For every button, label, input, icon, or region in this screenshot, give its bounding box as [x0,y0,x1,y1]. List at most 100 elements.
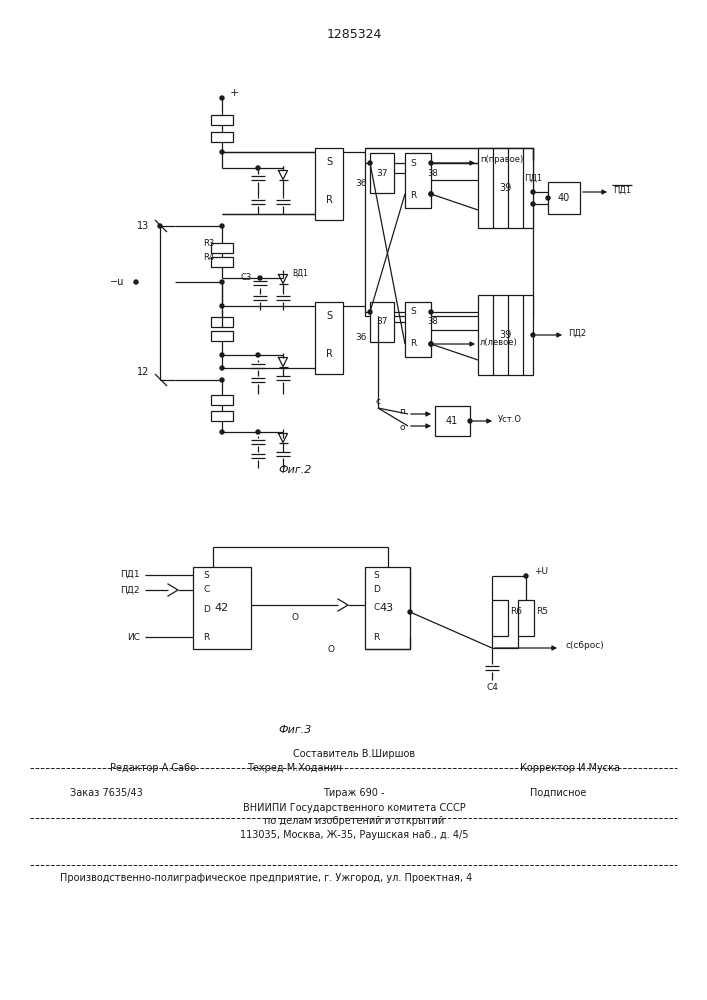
Bar [478,295,533,375]
Text: Фиг.2: Фиг.2 [279,465,312,475]
Bar [193,567,251,649]
Bar [492,600,508,636]
Circle shape [220,378,224,382]
Text: п: п [399,406,405,416]
Text: 37: 37 [376,318,387,326]
Circle shape [468,419,472,423]
Bar [211,257,233,267]
Bar [211,395,233,405]
Text: Производственно-полиграфическое предприятие, г. Ужгород, ул. Проектная, 4: Производственно-полиграфическое предприя… [60,873,472,883]
Bar [211,243,233,253]
Text: S: S [410,308,416,316]
Circle shape [256,430,260,434]
Text: Подписное: Подписное [530,788,586,798]
Text: п(правое): п(правое) [480,155,523,164]
Text: −u: −u [110,277,124,287]
Bar [211,411,233,421]
Text: ПД1: ПД1 [524,174,542,182]
Text: S: S [203,570,209,580]
Text: C3: C3 [241,272,252,282]
Text: 38: 38 [428,168,438,178]
Circle shape [134,280,138,284]
Text: Уст.О: Уст.О [498,414,522,424]
Circle shape [429,192,433,196]
Text: 37: 37 [376,168,387,178]
Circle shape [531,190,535,194]
Text: ПД2: ПД2 [568,328,586,338]
Text: Заказ 7635/43: Заказ 7635/43 [70,788,143,798]
Text: Корректор И.Муска: Корректор И.Муска [520,763,620,773]
Text: 36: 36 [355,180,366,188]
Text: ПД2: ПД2 [120,585,140,594]
Text: 113035, Москва, Ж-35, Раушская наб., д. 4/5: 113035, Москва, Ж-35, Раушская наб., д. … [240,830,468,840]
Bar [370,153,394,193]
Text: Фиг.3: Фиг.3 [279,725,312,735]
Text: Составитель В.Ширшов: Составитель В.Ширшов [293,749,415,759]
Circle shape [368,161,372,165]
Text: R: R [325,349,332,359]
Circle shape [524,574,528,578]
Bar [211,115,233,125]
Circle shape [220,96,224,100]
Bar [478,148,533,228]
Bar [435,406,470,436]
Text: R6: R6 [510,607,522,616]
Text: ПД1: ПД1 [120,570,140,578]
Circle shape [220,280,224,284]
Bar [370,302,394,342]
Text: о: о [399,424,405,432]
Text: R: R [203,633,209,642]
Text: 42: 42 [215,603,229,613]
Text: Техред М.Ходанич: Техред М.Ходанич [247,763,342,773]
Bar [211,331,233,341]
Text: 13: 13 [136,221,149,231]
Circle shape [258,276,262,280]
Text: Тираж 690 -: Тираж 690 - [323,788,385,798]
Bar [518,600,534,636]
Text: 39: 39 [499,183,511,193]
Circle shape [531,202,535,206]
Text: О: О [328,645,335,654]
Circle shape [368,310,372,314]
Text: R5: R5 [536,607,548,616]
Text: с: с [375,397,380,406]
Circle shape [546,196,550,200]
Text: по делам изобретений и открытий: по делам изобретений и открытий [264,816,444,826]
Text: S: S [373,570,379,580]
Circle shape [429,342,433,346]
Text: 12: 12 [136,367,149,377]
Text: R: R [325,195,332,205]
Text: С4: С4 [486,684,498,692]
Circle shape [531,333,535,337]
Circle shape [220,366,224,370]
Text: S: S [326,157,332,167]
Text: +: + [230,88,240,98]
Circle shape [220,430,224,434]
Text: 43: 43 [380,603,394,613]
Text: R: R [373,633,379,642]
Text: ВНИИПИ Государственного комитета СССР: ВНИИПИ Государственного комитета СССР [243,803,465,813]
Text: с(сброс): с(сброс) [565,641,604,650]
Text: ИС: ИС [127,633,140,642]
Text: R4: R4 [203,253,214,262]
Circle shape [429,192,433,196]
Circle shape [429,310,433,314]
Circle shape [256,166,260,170]
Circle shape [220,353,224,357]
Circle shape [220,150,224,154]
Text: Редактор А.Сабо: Редактор А.Сабо [110,763,196,773]
Text: О: О [291,613,298,622]
Text: л(левое): л(левое) [480,338,518,347]
Text: C: C [203,584,209,593]
Text: 38: 38 [428,318,438,326]
Bar [548,182,580,214]
Bar [211,317,233,327]
Text: 40: 40 [558,193,570,203]
Circle shape [429,161,433,165]
Text: R3: R3 [203,239,214,248]
Text: C: C [373,603,379,612]
Bar [315,148,343,220]
Bar [365,567,410,649]
Circle shape [408,610,412,614]
Text: ВД1: ВД1 [292,268,308,277]
